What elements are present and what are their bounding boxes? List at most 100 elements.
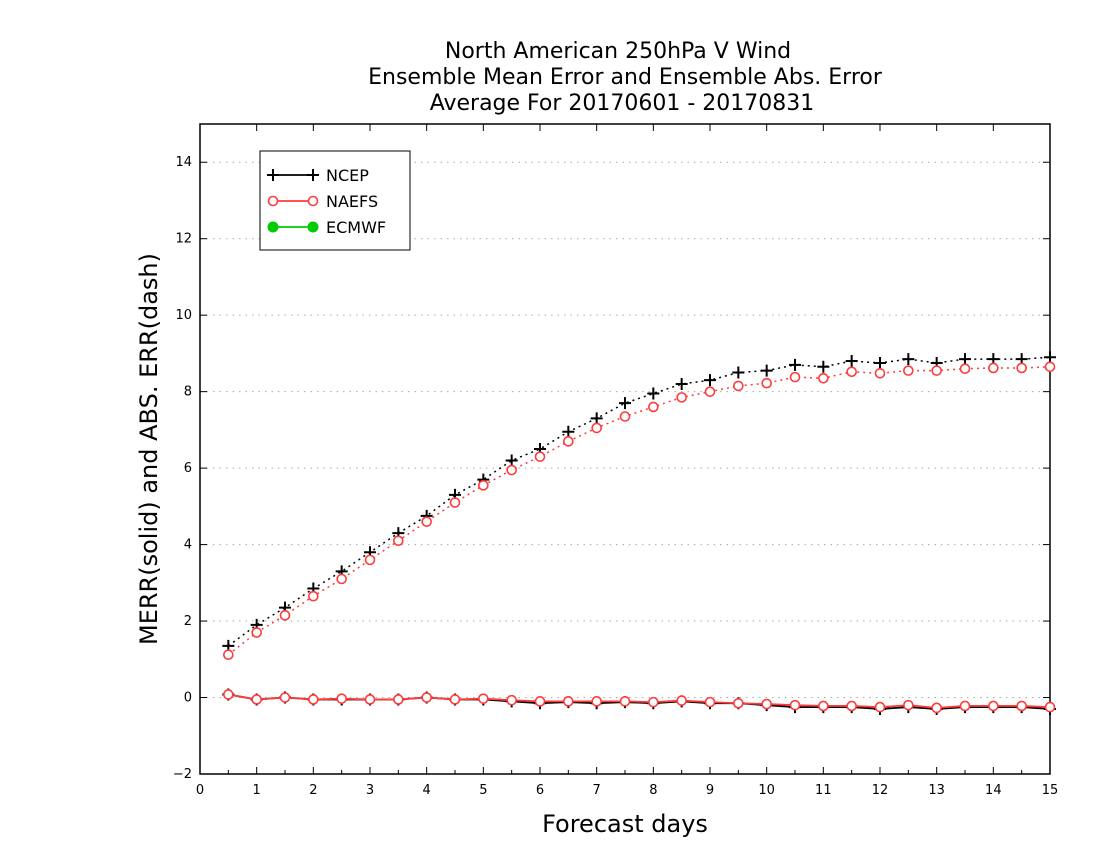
y-tick-label: 6 xyxy=(184,461,192,476)
circle-marker xyxy=(704,696,716,708)
circle-marker xyxy=(1044,361,1056,373)
plus-marker xyxy=(267,169,279,181)
circle-marker xyxy=(308,694,319,705)
plus-marker xyxy=(590,412,603,425)
circle-marker xyxy=(506,464,517,476)
circle-marker xyxy=(251,694,262,705)
circle-marker xyxy=(534,696,546,707)
circle-marker xyxy=(267,195,279,207)
legend-label: NCEP xyxy=(326,166,369,185)
circle-marker xyxy=(393,694,404,705)
circle-marker xyxy=(364,554,376,566)
x-tick-label: 15 xyxy=(1042,783,1059,798)
circle-marker xyxy=(704,386,716,397)
y-tick-label: −2 xyxy=(173,767,192,782)
circle-marker xyxy=(1044,701,1056,713)
legend-label: NAEFS xyxy=(326,192,378,211)
circle-marker xyxy=(449,694,461,705)
circle-marker xyxy=(591,696,602,707)
y-tick-label: 8 xyxy=(184,385,192,400)
y-tick-label: 0 xyxy=(184,691,192,706)
filled-circle-marker xyxy=(307,221,319,233)
x-tick-label: 0 xyxy=(196,783,204,798)
circle-marker xyxy=(988,362,999,374)
x-tick-label: 3 xyxy=(366,783,374,798)
circle-marker xyxy=(761,377,772,389)
circle-marker xyxy=(478,480,489,491)
circle-marker xyxy=(307,195,319,207)
legend-item-naefs: NAEFS xyxy=(267,192,378,211)
circle-marker xyxy=(874,367,886,379)
circle-marker xyxy=(648,696,659,708)
x-tick-label: 10 xyxy=(758,783,775,798)
legend: NCEP NAEFS ECMWF xyxy=(259,150,411,251)
plus-marker xyxy=(1044,351,1056,364)
x-tick-label: 12 xyxy=(872,783,889,798)
circle-marker xyxy=(931,702,942,714)
circle-marker xyxy=(818,700,829,712)
series-layer xyxy=(222,351,1056,715)
x-tick-label: 4 xyxy=(423,783,431,798)
chart-title-line-3: Average For 20170601 - 20170831 xyxy=(430,91,815,116)
plus-marker xyxy=(562,425,575,438)
plus-marker xyxy=(789,358,801,371)
circle-marker xyxy=(336,573,347,585)
plus-marker xyxy=(675,378,688,390)
circle-marker xyxy=(279,692,291,703)
circle-marker xyxy=(563,696,574,707)
mean-err-line xyxy=(228,693,1051,709)
legend-label: ECMWF xyxy=(326,218,386,237)
plus-marker xyxy=(647,387,660,400)
x-tick-label: 9 xyxy=(706,783,714,798)
circle-marker xyxy=(846,700,857,712)
circle-marker xyxy=(223,689,234,700)
circle-marker xyxy=(421,692,432,703)
circle-marker xyxy=(846,366,857,378)
circle-marker xyxy=(903,365,914,376)
circle-marker xyxy=(988,700,999,712)
circle-marker xyxy=(761,698,772,710)
circle-marker xyxy=(733,380,744,392)
plus-marker xyxy=(817,360,830,373)
circle-marker xyxy=(223,649,234,661)
x-tick-label: 14 xyxy=(985,783,1002,798)
circle-marker xyxy=(931,365,942,376)
circle-marker xyxy=(308,590,319,602)
circle-marker xyxy=(789,699,801,711)
circle-marker xyxy=(818,372,829,384)
plus-marker xyxy=(874,356,886,369)
legend-item-ncep: NCEP xyxy=(267,166,369,185)
plus-marker xyxy=(505,454,518,467)
circle-marker xyxy=(619,696,631,707)
plus-marker xyxy=(732,366,745,379)
plus-marker xyxy=(704,374,716,387)
plus-marker xyxy=(760,364,773,377)
circle-marker xyxy=(478,693,489,704)
x-tick-label: 5 xyxy=(479,783,487,798)
circle-marker xyxy=(1016,362,1027,374)
circle-marker xyxy=(959,363,971,375)
circle-marker xyxy=(789,371,801,383)
circle-marker xyxy=(449,497,461,508)
y-tick-label: 10 xyxy=(175,308,192,323)
x-tick-label: 11 xyxy=(815,783,832,798)
circle-marker xyxy=(874,701,886,713)
circle-marker xyxy=(506,694,517,706)
circle-marker xyxy=(393,535,404,547)
circle-marker xyxy=(959,700,971,712)
y-tick-label: 4 xyxy=(184,538,192,553)
plus-marker xyxy=(902,353,915,366)
y-axis-label: MERR(solid) and ABS. ERR(dash) xyxy=(135,253,163,645)
x-tick-label: 8 xyxy=(649,783,657,798)
circle-marker xyxy=(336,693,347,704)
x-axis-label: Forecast days xyxy=(542,810,708,838)
series-naefs xyxy=(223,361,1056,714)
abs-err-line xyxy=(227,356,1051,647)
circle-marker xyxy=(279,610,291,621)
filled-circle-marker xyxy=(267,221,279,233)
x-tick-label: 1 xyxy=(253,783,261,798)
circle-marker xyxy=(251,627,262,638)
chart-title-line-1: North American 250hPa V Wind xyxy=(445,39,791,64)
circle-marker xyxy=(903,699,914,711)
